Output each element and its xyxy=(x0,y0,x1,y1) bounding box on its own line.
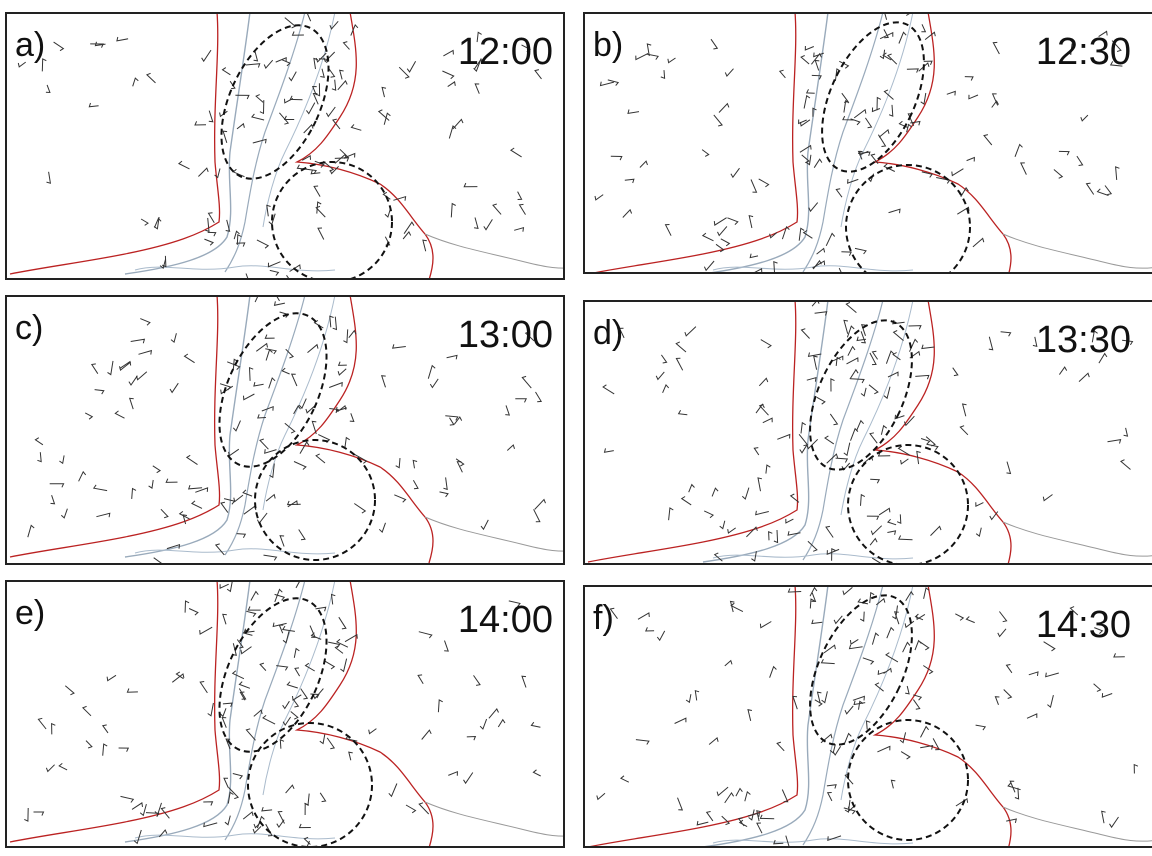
map-panel: f) 14:30 xyxy=(583,572,1152,851)
panel-label: e) xyxy=(15,594,45,632)
map-panel: c) 13:00 xyxy=(5,293,580,568)
wind-barb xyxy=(917,572,921,585)
map-panel: a) 12:00 xyxy=(5,4,580,287)
panel-time: 14:00 xyxy=(458,599,553,641)
panel-label: d) xyxy=(593,314,623,352)
panel-time: 12:30 xyxy=(1036,31,1131,73)
map-panel: b) 12:30 xyxy=(583,6,1152,289)
panel-time: 12:00 xyxy=(458,31,553,73)
wind-barb xyxy=(223,4,230,12)
wind-barb xyxy=(887,576,895,585)
panel-time: 14:30 xyxy=(1036,604,1131,646)
map-panel: d) 13:30 xyxy=(583,300,1152,568)
panel-label: a) xyxy=(15,26,45,64)
panel-time: 13:00 xyxy=(458,314,553,356)
panel-label: b) xyxy=(593,26,623,64)
panel-label: f) xyxy=(593,599,614,637)
map-panel: e) 14:00 xyxy=(5,576,580,851)
panel-label: c) xyxy=(15,309,43,347)
figure: a) 12:00 b) 12:30 c) 13:00 d) 13:30 e) 14:00 f) 14:… xyxy=(0,0,1152,851)
panel-time: 13:30 xyxy=(1036,319,1131,361)
